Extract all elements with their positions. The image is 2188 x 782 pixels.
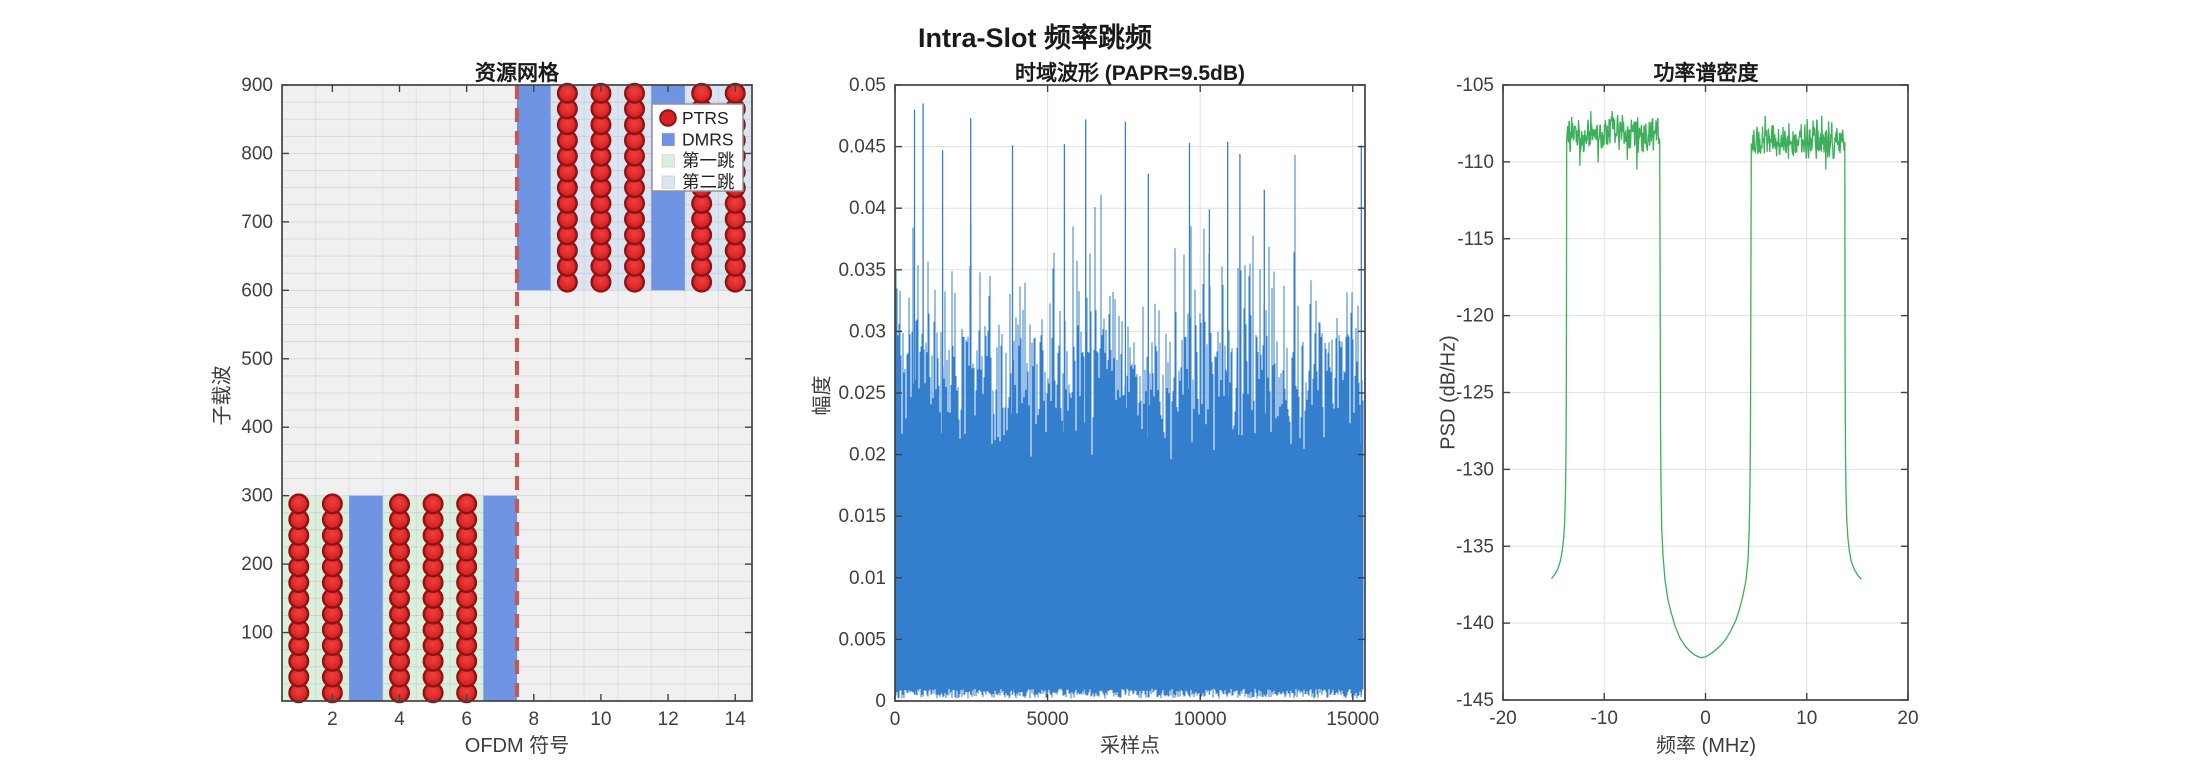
- svg-text:15000: 15000: [1326, 709, 1379, 730]
- psd-plot: -20 -10 0 10 20 -145 -140 -135 -130 -125 -120 -115 -…: [1456, 75, 1919, 729]
- svg-text:0.05: 0.05: [849, 75, 886, 96]
- svg-text:800: 800: [241, 143, 273, 164]
- svg-text:300: 300: [241, 486, 273, 507]
- legend-label: 第一跳: [682, 151, 735, 171]
- svg-text:0: 0: [890, 709, 901, 730]
- svg-text:-110: -110: [1457, 152, 1494, 173]
- svg-text:-10: -10: [1591, 708, 1618, 729]
- svg-text:6: 6: [461, 709, 472, 730]
- svg-text:10: 10: [1796, 708, 1817, 729]
- psd-title: 功率谱密度: [1653, 62, 1759, 85]
- svg-text:-105: -105: [1456, 75, 1494, 96]
- svg-text:0.01: 0.01: [849, 568, 886, 589]
- legend-label: PTRS: [682, 108, 729, 128]
- psd-ylabel: PSD (dB/Hz): [1437, 335, 1460, 450]
- svg-text:400: 400: [241, 417, 273, 438]
- legend-marker-PTRS: [659, 109, 677, 127]
- svg-text:100: 100: [241, 623, 273, 644]
- svg-text:4: 4: [394, 709, 405, 730]
- svg-text:-140: -140: [1456, 613, 1494, 634]
- svg-text:0.04: 0.04: [849, 198, 886, 219]
- svg-text:0.015: 0.015: [838, 506, 886, 527]
- svg-text:-135: -135: [1456, 536, 1494, 557]
- legend-label: 第二跳: [682, 172, 735, 192]
- svg-text:2: 2: [327, 709, 338, 730]
- svg-text:0.02: 0.02: [849, 445, 886, 466]
- svg-text:0.005: 0.005: [838, 629, 886, 650]
- resource-grid-title: 资源网格: [475, 62, 559, 85]
- svg-text:0.045: 0.045: [838, 137, 886, 158]
- legend-label: DMRS: [682, 129, 734, 149]
- svg-text:-120: -120: [1456, 306, 1494, 327]
- resource-grid-ylabel: 子载波: [211, 365, 234, 426]
- svg-text:20: 20: [1897, 708, 1918, 729]
- svg-text:0.035: 0.035: [838, 260, 886, 281]
- svg-text:600: 600: [241, 280, 273, 301]
- svg-text:0: 0: [1700, 708, 1711, 729]
- waveform-xlabel: 采样点: [1100, 735, 1160, 757]
- waveform-peaks: [913, 103, 1362, 695]
- svg-text:12: 12: [658, 709, 679, 730]
- svg-text:-20: -20: [1489, 708, 1516, 729]
- waveform-plot: 0 5000 10000 15000 0 0.005 0.01 0.015 0.02 0.025 0…: [838, 75, 1379, 730]
- svg-text:-125: -125: [1456, 383, 1494, 404]
- psd-axes: -20 -10 0 10 20 -145 -140 -135 -130 -125 -120 -115 -…: [1456, 75, 1919, 729]
- svg-text:10000: 10000: [1174, 709, 1227, 730]
- svg-text:14: 14: [725, 709, 747, 730]
- resource_grid-axes: 2 4 6 8 10 12 14 100 200 300 400 500 600 700 800 900: [241, 75, 753, 730]
- waveform-ylabel: 幅度: [811, 375, 834, 416]
- figure-title: Intra-Slot 频率跳频: [918, 23, 1152, 53]
- legend-marker-第一跳: [661, 154, 675, 168]
- legend-marker-第二跳: [661, 175, 675, 189]
- svg-text:-130: -130: [1456, 459, 1494, 480]
- svg-text:0.03: 0.03: [849, 321, 886, 342]
- legend-marker-DMRS: [661, 132, 675, 147]
- svg-text:8: 8: [528, 709, 539, 730]
- waveform-title: 时域波形 (PAPR=9.5dB): [1014, 62, 1246, 85]
- svg-text:10: 10: [590, 709, 611, 730]
- svg-text:200: 200: [241, 554, 273, 575]
- svg-text:0: 0: [875, 691, 886, 712]
- psd-xlabel: 频率 (MHz): [1656, 735, 1756, 757]
- svg-text:5000: 5000: [1026, 709, 1068, 730]
- resource-grid-xlabel: OFDM 符号: [464, 735, 570, 757]
- svg-text:700: 700: [241, 212, 273, 233]
- svg-text:500: 500: [241, 349, 273, 370]
- svg-text:0.025: 0.025: [838, 383, 886, 404]
- waveform-axes: 0 5000 10000 15000 0 0.005 0.01 0.015 0.02 0.025 0…: [838, 75, 1379, 730]
- svg-text:900: 900: [241, 75, 273, 96]
- svg-text:-145: -145: [1456, 690, 1494, 711]
- psd-series: [1551, 111, 1862, 659]
- svg-text:-115: -115: [1457, 229, 1494, 250]
